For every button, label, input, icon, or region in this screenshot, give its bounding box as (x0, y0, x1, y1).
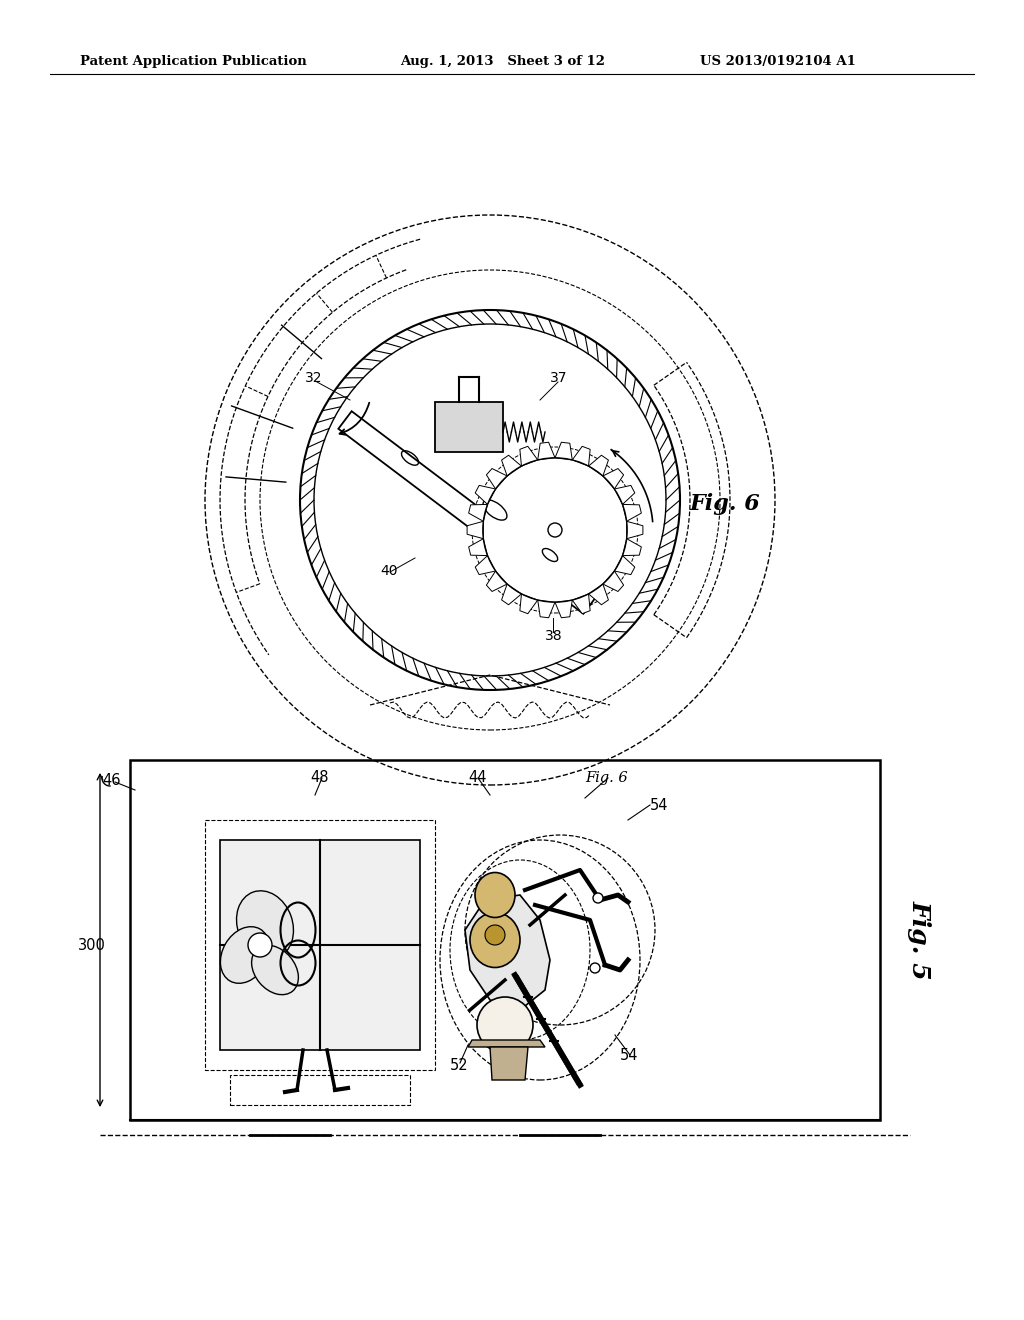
Ellipse shape (252, 945, 298, 995)
Circle shape (483, 458, 627, 602)
Polygon shape (490, 1047, 528, 1080)
Text: 32: 32 (305, 371, 323, 385)
Ellipse shape (237, 891, 294, 960)
Text: 300: 300 (78, 939, 105, 953)
Circle shape (593, 894, 603, 903)
Polygon shape (538, 442, 555, 459)
Polygon shape (502, 583, 521, 605)
Ellipse shape (220, 927, 269, 983)
Polygon shape (614, 556, 635, 574)
Polygon shape (555, 601, 572, 618)
Text: 48: 48 (310, 770, 329, 785)
Polygon shape (555, 442, 572, 459)
Text: 38: 38 (545, 630, 562, 643)
Polygon shape (627, 521, 643, 539)
Circle shape (248, 933, 272, 957)
Polygon shape (538, 601, 555, 618)
Polygon shape (469, 539, 487, 556)
Text: 52: 52 (450, 1059, 469, 1073)
Ellipse shape (543, 549, 558, 561)
Text: 40: 40 (380, 564, 397, 578)
Polygon shape (338, 412, 597, 614)
Polygon shape (467, 521, 483, 539)
Ellipse shape (470, 912, 520, 968)
Ellipse shape (475, 873, 515, 917)
Bar (220, 840, 420, 1049)
Polygon shape (465, 895, 550, 1010)
Text: Patent Application Publication: Patent Application Publication (80, 55, 307, 69)
Text: Fig. 5: Fig. 5 (908, 900, 932, 979)
Polygon shape (603, 572, 624, 591)
Text: 54: 54 (620, 1048, 639, 1063)
Polygon shape (572, 594, 590, 614)
Bar (130, 760, 880, 1119)
Polygon shape (623, 539, 641, 556)
Circle shape (485, 925, 505, 945)
Polygon shape (614, 486, 635, 504)
Circle shape (548, 523, 562, 537)
Text: Fig. 6: Fig. 6 (585, 771, 628, 785)
Text: 46: 46 (102, 774, 121, 788)
Text: US 2013/0192104 A1: US 2013/0192104 A1 (700, 55, 856, 69)
Bar (230, 1074, 410, 1105)
Polygon shape (572, 446, 590, 466)
Polygon shape (589, 455, 608, 477)
Polygon shape (623, 504, 641, 521)
Text: Fig. 6: Fig. 6 (690, 492, 761, 515)
Polygon shape (603, 469, 624, 488)
Polygon shape (468, 1040, 545, 1047)
Text: 54: 54 (650, 799, 669, 813)
Polygon shape (469, 504, 487, 521)
Polygon shape (475, 556, 496, 574)
Polygon shape (502, 455, 521, 477)
Circle shape (300, 310, 680, 690)
Polygon shape (486, 572, 507, 591)
Polygon shape (520, 446, 538, 466)
Bar (435, 403, 503, 451)
Text: Aug. 1, 2013   Sheet 3 of 12: Aug. 1, 2013 Sheet 3 of 12 (400, 55, 605, 69)
Circle shape (590, 964, 600, 973)
Text: 44: 44 (468, 770, 486, 785)
Ellipse shape (483, 500, 507, 520)
Polygon shape (475, 486, 496, 504)
Text: 37: 37 (550, 371, 567, 385)
Circle shape (477, 997, 534, 1053)
Polygon shape (520, 594, 538, 614)
Polygon shape (486, 469, 507, 488)
Polygon shape (589, 583, 608, 605)
